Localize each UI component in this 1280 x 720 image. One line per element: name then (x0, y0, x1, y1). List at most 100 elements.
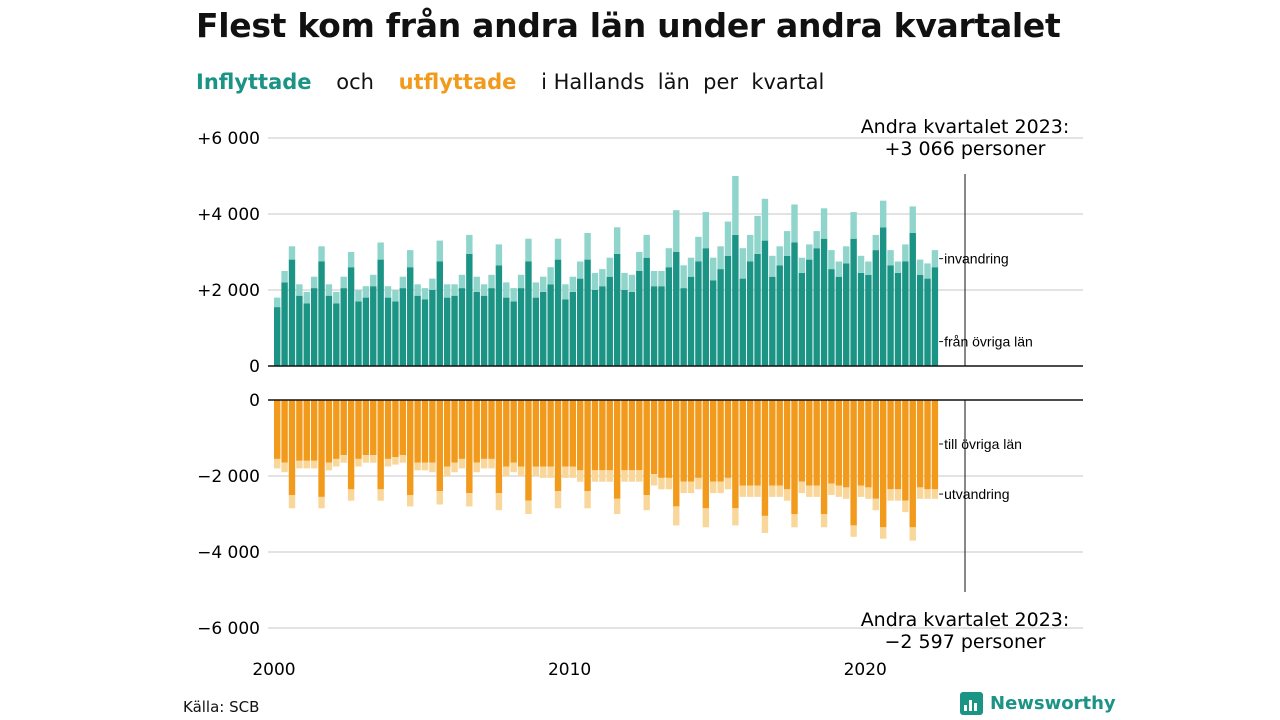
bar-outflow-emigration (879, 527, 887, 539)
bar-inflow-immigration (916, 259, 924, 275)
bar-inflow-domestic (569, 291, 576, 366)
bar-inflow-domestic (820, 238, 828, 366)
annotation-bottom-line2: −2 597 personer (885, 631, 1046, 653)
bar-outflow-domestic (724, 400, 732, 478)
bar-inflow-domestic (473, 291, 480, 366)
bar-outflow-domestic (443, 400, 451, 467)
bar-inflow-domestic (769, 276, 776, 366)
axes (268, 365, 1083, 401)
bar-outflow-emigration (857, 485, 865, 497)
bar-inflow-immigration (776, 246, 783, 266)
bar-inflow-immigration (288, 246, 296, 260)
y-tick-label-top: +4 000 (197, 205, 260, 225)
bar-inflow-domestic (724, 255, 732, 366)
bar-inflow-immigration (517, 274, 525, 289)
bar-inflow-domestic (761, 240, 769, 366)
bar-inflow-domestic (850, 238, 857, 366)
bar-inflow-domestic (384, 297, 392, 366)
bar-outflow-emigration (562, 466, 569, 478)
bar-inflow-domestic (480, 295, 488, 366)
bar-inflow-immigration (503, 282, 510, 298)
bar-outflow-domestic (384, 400, 392, 459)
bar-outflow-domestic (421, 400, 429, 463)
bar-inflow-domestic (732, 234, 739, 366)
bar-inflow-domestic (540, 291, 547, 366)
bar-outflow-domestic (458, 400, 466, 459)
bar-inflow-domestic (421, 299, 429, 366)
series-label: utvandring (944, 486, 1009, 502)
bar-outflow-emigration (746, 485, 754, 497)
bar-inflow-immigration (274, 297, 281, 308)
bar-inflow-immigration (591, 272, 599, 290)
bar-outflow-domestic (547, 400, 554, 467)
bar-inflow-domestic (702, 248, 710, 366)
bar-inflow-immigration (399, 276, 407, 289)
bar-outflow-emigration (924, 489, 931, 499)
bar-inflow-domestic (879, 227, 887, 366)
bar-outflow-domestic (584, 400, 591, 492)
bar-inflow-domestic (687, 276, 695, 366)
bar-inflow-immigration (746, 234, 754, 262)
bar-outflow-domestic (798, 400, 806, 482)
bar-outflow-domestic (813, 400, 820, 486)
bar-outflow-domestic (569, 400, 576, 467)
bar-inflow-immigration (562, 284, 569, 300)
bar-outflow-domestic (310, 400, 318, 461)
bar-inflow-immigration (392, 290, 399, 302)
bar-outflow-domestic (296, 400, 303, 461)
bar-inflow-domestic (414, 295, 421, 366)
bar-outflow-emigration (458, 458, 466, 469)
bar-inflow-immigration (576, 261, 584, 279)
bar-inflow-domestic (798, 272, 806, 366)
bar-inflow-immigration (340, 276, 347, 289)
bar-outflow-emigration (702, 508, 710, 528)
bar-outflow-emigration (843, 487, 850, 499)
bar-inflow-domestic (532, 297, 540, 366)
bar-inflow-domestic (362, 297, 370, 366)
y-tick-label-top: +2 000 (197, 281, 260, 301)
bar-inflow-domestic (554, 259, 562, 366)
bar-outflow-emigration (392, 457, 399, 465)
bar-inflow-domestic (606, 276, 613, 366)
bar-outflow-domestic (843, 400, 850, 488)
bar-outflow-domestic (931, 400, 939, 490)
bar-outflow-domestic (347, 400, 355, 490)
bar-inflow-immigration (724, 221, 732, 256)
bar-outflow-domestic (362, 400, 370, 456)
bar-inflow-immigration (414, 284, 421, 296)
bar-inflow-domestic (680, 288, 687, 366)
bar-inflow-domestic (310, 288, 318, 366)
bar-outflow-domestic (451, 400, 458, 463)
bar-outflow-emigration (628, 470, 636, 482)
x-tick-label: 2010 (548, 660, 591, 680)
bar-inflow-domestic (281, 282, 288, 366)
bar-outflow-domestic (865, 400, 872, 488)
bar-outflow-emigration (347, 489, 355, 501)
bar-outflow-domestic (340, 400, 347, 456)
x-tick-label: 2020 (844, 660, 887, 680)
bar-outflow-emigration (296, 460, 303, 469)
bar-outflow-emigration (916, 487, 924, 499)
bar-outflow-emigration (414, 462, 421, 471)
bar-inflow-immigration (451, 284, 458, 296)
bar-outflow-domestic (761, 400, 769, 516)
bar-outflow-emigration (591, 470, 599, 482)
bar-inflow-immigration (525, 238, 532, 262)
annotation-top-line2: +3 066 personer (885, 138, 1046, 160)
bar-outflow-domestic (710, 400, 717, 482)
bar-inflow-immigration (443, 284, 451, 298)
bar-inflow-immigration (813, 231, 820, 249)
y-tick-label-top: +6 000 (197, 129, 260, 149)
newsworthy-logo[interactable]: Newsworthy (960, 692, 1116, 715)
bar-inflow-immigration (931, 250, 939, 268)
bar-inflow-domestic (547, 284, 554, 366)
bar-outflow-domestic (806, 400, 813, 486)
bar-outflow-emigration (517, 466, 525, 476)
bar-inflow-immigration (429, 278, 436, 290)
bar-inflow-domestic (628, 291, 636, 366)
bar-chart-logo-icon (960, 692, 983, 715)
bar-outflow-domestic (658, 400, 665, 478)
bar-inflow-domestic (436, 261, 443, 366)
bar-inflow-domestic (377, 259, 384, 366)
bar-outflow-domestic (274, 400, 281, 459)
